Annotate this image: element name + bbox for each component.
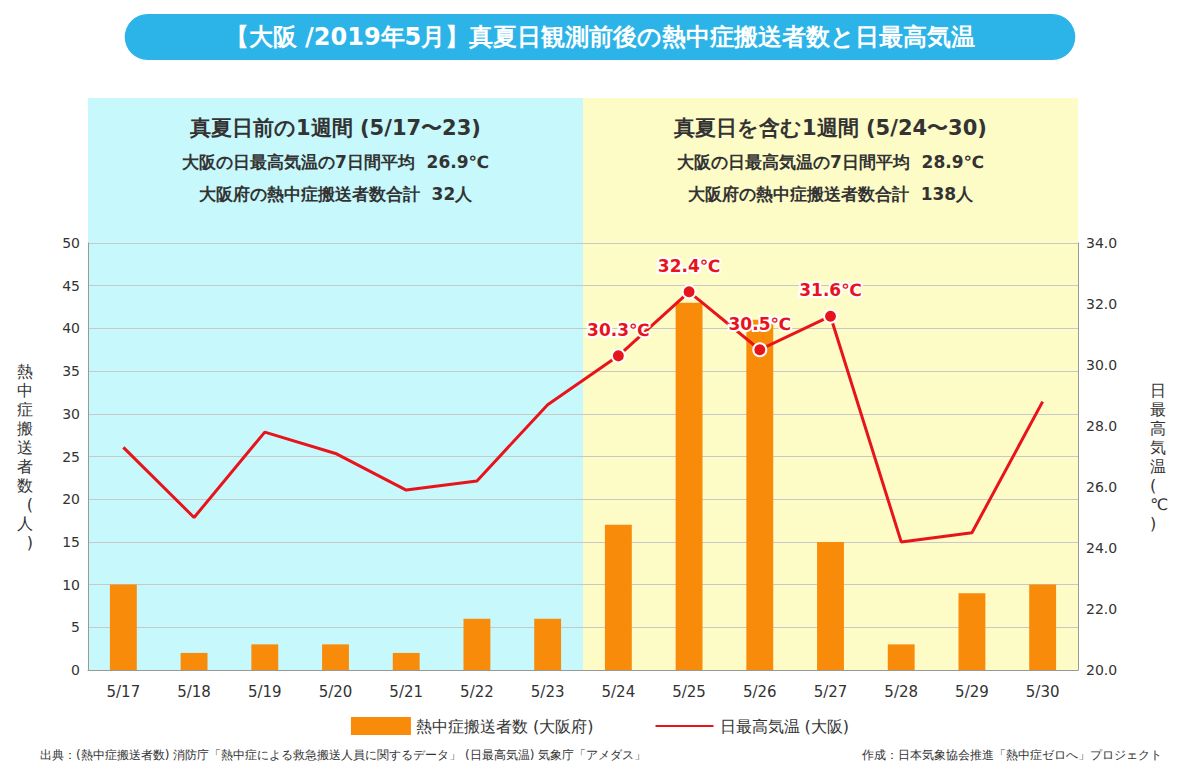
svg-text:日最高気温 (大阪): 日最高気温 (大阪): [720, 717, 850, 736]
svg-text:温: 温: [1150, 457, 1166, 476]
svg-text:30.5℃: 30.5℃: [729, 314, 792, 334]
svg-text:真夏日前の1週間 (5/17〜23): 真夏日前の1週間 (5/17〜23): [189, 116, 481, 140]
svg-text:5/17: 5/17: [107, 683, 141, 701]
svg-text:【大阪 /2019年5月】真夏日観測前後の熱中症搬送者数と日: 【大阪 /2019年5月】真夏日観測前後の熱中症搬送者数と日最高気温: [225, 23, 976, 51]
svg-text:50: 50: [62, 235, 80, 251]
svg-text:日: 日: [1150, 381, 1166, 400]
svg-text:大阪府の熱中症搬送者数合計 32人: 大阪府の熱中症搬送者数合計 32人: [199, 184, 473, 204]
svg-text:22.0: 22.0: [1086, 601, 1117, 617]
svg-text:5/25: 5/25: [672, 683, 706, 701]
svg-text:5/29: 5/29: [955, 683, 989, 701]
svg-text:34.0: 34.0: [1086, 235, 1117, 251]
svg-text:5/22: 5/22: [460, 683, 494, 701]
svg-text:熱: 熱: [17, 362, 33, 381]
svg-text:最: 最: [1150, 400, 1166, 419]
svg-text:℃: ℃: [1150, 495, 1168, 514]
svg-text:者: 者: [17, 457, 33, 476]
svg-text:(: (: [1150, 476, 1156, 495]
svg-text:真夏日を含む1週間 (5/24〜30): 真夏日を含む1週間 (5/24〜30): [673, 116, 987, 140]
svg-text:大阪府の熱中症搬送者数合計 138人: 大阪府の熱中症搬送者数合計 138人: [688, 184, 974, 204]
svg-text:5/23: 5/23: [531, 683, 565, 701]
svg-text:(: (: [27, 495, 33, 514]
svg-text:32.4℃: 32.4℃: [658, 256, 721, 276]
svg-text:10: 10: [62, 577, 80, 593]
svg-text:5/30: 5/30: [1026, 683, 1060, 701]
svg-text:人: 人: [17, 514, 33, 533]
svg-text:搬: 搬: [17, 419, 33, 438]
svg-text:31.6℃: 31.6℃: [799, 280, 862, 300]
svg-text:5/20: 5/20: [319, 683, 353, 701]
svg-text:15: 15: [62, 534, 80, 550]
svg-text:高: 高: [1150, 419, 1166, 438]
svg-text:35: 35: [62, 363, 80, 379]
svg-text:5/27: 5/27: [814, 683, 848, 701]
svg-text:5/26: 5/26: [743, 683, 777, 701]
svg-text:): ): [1150, 514, 1156, 533]
svg-text:32.0: 32.0: [1086, 296, 1117, 312]
svg-text:0: 0: [71, 662, 80, 678]
svg-text:20.0: 20.0: [1086, 662, 1117, 678]
svg-text:30.0: 30.0: [1086, 357, 1117, 373]
svg-text:数: 数: [17, 476, 33, 495]
svg-text:25: 25: [62, 449, 80, 465]
svg-text:30.3℃: 30.3℃: [587, 320, 650, 340]
svg-text:気: 気: [1150, 438, 1166, 457]
svg-text:大阪の日最高気温の7日間平均 28.9℃: 大阪の日最高気温の7日間平均 28.9℃: [677, 152, 984, 172]
svg-text:5: 5: [71, 619, 80, 635]
svg-text:28.0: 28.0: [1086, 418, 1117, 434]
svg-text:出典：(熱中症搬送者数) 消防庁「熱中症による救急搬送人員に: 出典：(熱中症搬送者数) 消防庁「熱中症による救急搬送人員に関するデータ」 (日…: [40, 748, 646, 762]
svg-text:送: 送: [17, 438, 33, 457]
svg-text:熱中症搬送者数 (大阪府): 熱中症搬送者数 (大阪府): [416, 717, 594, 736]
svg-text:5/19: 5/19: [248, 683, 282, 701]
svg-text:30: 30: [62, 406, 80, 422]
svg-text:40: 40: [62, 320, 80, 336]
svg-text:): ): [27, 533, 33, 552]
svg-text:20: 20: [62, 491, 80, 507]
svg-text:26.0: 26.0: [1086, 479, 1117, 495]
svg-text:5/21: 5/21: [389, 683, 423, 701]
svg-text:5/24: 5/24: [602, 683, 636, 701]
svg-text:大阪の日最高気温の7日間平均 26.9℃: 大阪の日最高気温の7日間平均 26.9℃: [182, 152, 489, 172]
svg-text:5/18: 5/18: [177, 683, 211, 701]
svg-text:45: 45: [62, 278, 80, 294]
svg-text:症: 症: [17, 400, 33, 419]
svg-text:5/28: 5/28: [884, 683, 918, 701]
svg-text:中: 中: [17, 381, 33, 400]
svg-text:作成：日本気象協会推進「熱中症ゼロへ」プロジェクト: 作成：日本気象協会推進「熱中症ゼロへ」プロジェクト: [861, 748, 1162, 762]
svg-text:24.0: 24.0: [1086, 540, 1117, 556]
